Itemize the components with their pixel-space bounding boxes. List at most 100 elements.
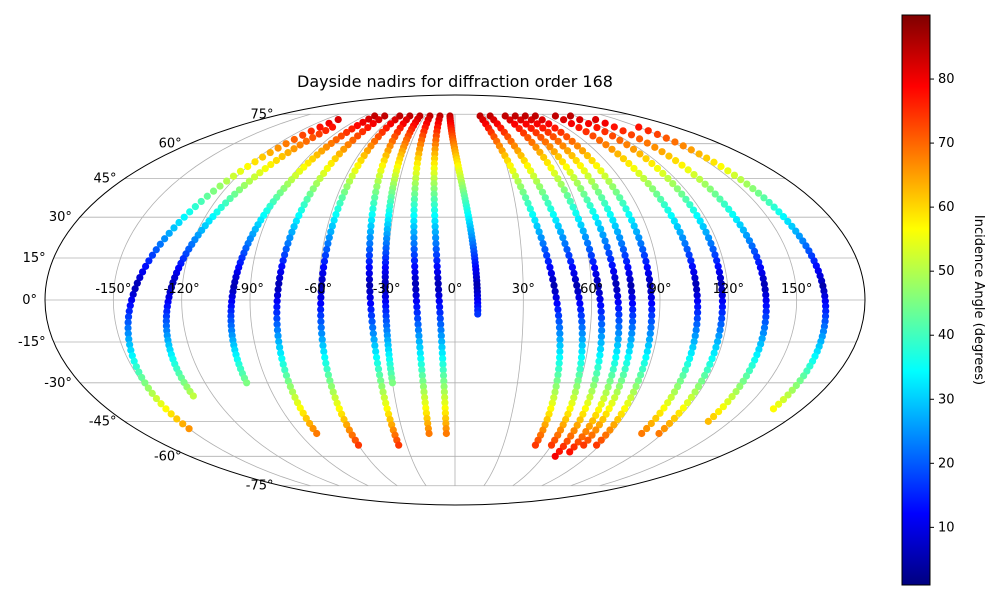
- nadir-point: [440, 382, 448, 391]
- nadir-point: [725, 205, 733, 213]
- nadir-point: [557, 128, 565, 136]
- nadir-point: [584, 172, 592, 180]
- nadir-point: [296, 404, 304, 412]
- nadir-point: [604, 383, 612, 391]
- nadir-point: [578, 147, 587, 155]
- nadir-point: [414, 314, 422, 323]
- nadir-point: [553, 299, 561, 308]
- nadir-point: [413, 309, 421, 317]
- nadir-point: [706, 185, 714, 193]
- nadir-point: [575, 123, 583, 132]
- nadir-point: [128, 296, 136, 304]
- nadir-point: [563, 191, 571, 200]
- nadir-point: [395, 441, 403, 449]
- nadir-point: [559, 442, 568, 450]
- nadir-point: [724, 167, 732, 175]
- nadir-point: [425, 429, 433, 438]
- nadir-point: [607, 255, 615, 263]
- nadir-point: [186, 208, 194, 216]
- nadir-point: [693, 309, 702, 317]
- nadir-point: [596, 295, 604, 303]
- nadir-point: [613, 347, 621, 355]
- nadir-point: [222, 199, 230, 207]
- nadir-point: [420, 388, 428, 396]
- nadir-point: [557, 180, 565, 188]
- nadir-point: [529, 210, 537, 219]
- nadir-point: [322, 126, 330, 135]
- nadir-point: [439, 355, 447, 363]
- nadir-point: [551, 452, 559, 460]
- nadir-point: [539, 239, 547, 248]
- nadir-point: [371, 341, 379, 350]
- nadir-point: [566, 168, 574, 176]
- nadir-point: [709, 245, 717, 253]
- nadir-point: [273, 309, 281, 317]
- nadir-point: [665, 419, 674, 428]
- nadir-point: [144, 384, 152, 392]
- nadir-point: [742, 231, 751, 239]
- nadir-point: [125, 307, 133, 315]
- orbit-track: [486, 112, 586, 449]
- nadir-point: [375, 116, 383, 124]
- nadir-point: [549, 210, 557, 219]
- nadir-point: [536, 148, 544, 156]
- nadir-point: [367, 216, 376, 224]
- nadir-point: [598, 194, 606, 202]
- nadir-point: [702, 228, 710, 236]
- nadir-point: [165, 229, 173, 237]
- nadir-point: [332, 136, 340, 144]
- nadir-point: [707, 239, 715, 248]
- nadir-point: [130, 357, 138, 365]
- nadir-point: [748, 242, 756, 250]
- nadir-point: [381, 112, 389, 120]
- nadir-point: [327, 139, 335, 148]
- nadir-point: [299, 409, 307, 417]
- nadir-point: [616, 234, 624, 242]
- nadir-point: [597, 314, 606, 322]
- nadir-point: [436, 314, 444, 323]
- nadir-point: [653, 164, 662, 173]
- nadir-point: [585, 245, 594, 253]
- nadir-point: [758, 335, 766, 343]
- nadir-point: [577, 221, 585, 229]
- nadir-point: [638, 365, 647, 373]
- nadir-point: [370, 199, 378, 207]
- nadir-point: [609, 365, 617, 373]
- x-tick-label: 120°: [713, 282, 744, 297]
- nadir-point: [366, 293, 374, 302]
- nadir-point: [575, 293, 583, 302]
- nadir-point: [553, 377, 561, 385]
- nadir-point: [543, 251, 551, 259]
- nadir-point: [430, 185, 438, 193]
- nadir-point: [748, 361, 756, 370]
- nadir-point: [319, 341, 327, 350]
- nadir-point: [625, 210, 633, 219]
- nadir-point: [592, 426, 600, 434]
- nadir-point: [614, 150, 622, 158]
- nadir-point: [555, 447, 564, 455]
- nadir-point: [526, 205, 534, 213]
- nadir-point: [732, 387, 740, 396]
- y-tick-label: 30°: [49, 210, 72, 225]
- nadir-point: [642, 155, 650, 163]
- nadir-point: [127, 346, 135, 354]
- nadir-point: [588, 431, 596, 439]
- nadir-point: [635, 234, 643, 242]
- nadir-point: [701, 180, 709, 188]
- x-tick-label: -30°: [373, 282, 401, 297]
- nadir-point: [670, 388, 679, 396]
- nadir-point: [626, 341, 634, 350]
- nadir-point: [307, 127, 315, 135]
- nadir-point: [708, 355, 716, 363]
- x-tick-label: 0°: [448, 282, 463, 297]
- nadir-point: [627, 131, 636, 139]
- nadir-point: [410, 251, 418, 259]
- nadir-point: [679, 234, 687, 242]
- nadir-point: [563, 245, 571, 254]
- nadir-point: [383, 405, 391, 413]
- nadir-point: [124, 313, 133, 321]
- nadir-point: [589, 207, 597, 215]
- nadir-point: [762, 296, 770, 305]
- nadir-point: [648, 311, 656, 320]
- nadir-point: [431, 211, 439, 220]
